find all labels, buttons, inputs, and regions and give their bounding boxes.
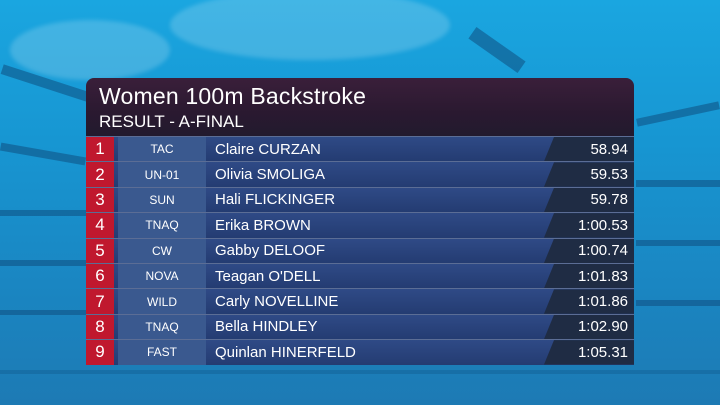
light-reflection: [170, 0, 450, 60]
result-row: 7 WILD Carly NOVELLINE 1:01.86: [86, 288, 634, 314]
time-panel: [544, 289, 634, 314]
swimmer-name: Gabby DELOOF: [215, 242, 326, 260]
finish-time: 1:00.74: [577, 242, 628, 260]
lane-rope: [0, 260, 86, 266]
team-code: FAST: [118, 340, 206, 365]
time-panel: [544, 340, 634, 365]
lane-rope: [636, 180, 720, 187]
lane-rope: [636, 300, 720, 306]
time-panel: [544, 238, 634, 263]
lane-rope: [0, 310, 86, 315]
time-panel: [544, 187, 634, 213]
lane-rope: [636, 101, 720, 127]
result-row: 5 CW Gabby DELOOF 1:00.74: [86, 237, 634, 263]
team-code: UN-01: [118, 162, 206, 187]
result-row: 4 TNAQ Erika BROWN 1:00.53: [86, 212, 634, 238]
event-subtitle: RESULT - A-FINAL: [99, 112, 244, 131]
finish-time: 1:01.86: [577, 293, 628, 311]
swimmer-name: Quinlan HINERFELD: [215, 343, 356, 361]
time-panel: [544, 137, 634, 162]
place-badge: 9: [86, 340, 114, 365]
team-code: TNAQ: [118, 213, 206, 238]
results-header: Women 100m Backstroke RESULT - A-FINAL: [86, 78, 634, 136]
swimmer-name: Hali FLICKINGER: [215, 191, 336, 209]
result-row: 3 SUN Hali FLICKINGER 59.78: [86, 186, 634, 213]
finish-time: 1:02.90: [577, 318, 628, 336]
event-title: Women 100m Backstroke: [99, 83, 367, 109]
swimmer-name: Erika BROWN: [215, 216, 311, 234]
time-panel: [544, 213, 634, 238]
swimmer-name: Carly NOVELLINE: [215, 293, 339, 311]
team-code: NOVA: [118, 263, 206, 289]
finish-time: 1:01.83: [577, 267, 628, 285]
place-badge: 2: [86, 162, 114, 187]
results-list: 1 TAC Claire CURZAN 58.94 2 UN-01 Olivia…: [86, 136, 634, 365]
lane-rope: [0, 210, 86, 216]
result-row: 8 TNAQ Bella HINDLEY 1:02.90: [86, 313, 634, 340]
result-row: 2 UN-01 Olivia SMOLIGA 59.53: [86, 161, 634, 187]
team-code: CW: [118, 238, 206, 263]
lane-rope: [636, 240, 720, 246]
place-badge: 8: [86, 314, 114, 340]
result-row: 6 NOVA Teagan O'DELL 1:01.83: [86, 262, 634, 289]
swimmer-name: Olivia SMOLIGA: [215, 166, 326, 184]
place-badge: 4: [86, 213, 114, 238]
time-panel: [544, 162, 634, 187]
finish-time: 1:00.53: [577, 216, 628, 234]
team-code: TNAQ: [118, 314, 206, 340]
result-row: 9 FAST Quinlan HINERFELD 1:05.31: [86, 339, 634, 365]
lane-rope: [0, 370, 720, 374]
swimmer-name: Claire CURZAN: [215, 140, 321, 158]
lane-rope: [0, 142, 87, 166]
place-badge: 5: [86, 238, 114, 263]
place-badge: 3: [86, 187, 114, 213]
finish-time: 58.94: [590, 140, 628, 158]
finish-time: 1:05.31: [577, 343, 628, 361]
lane-rope: [468, 27, 526, 73]
swimmer-name: Bella HINDLEY: [215, 318, 318, 336]
finish-time: 59.78: [590, 191, 628, 209]
time-panel: [544, 263, 634, 289]
team-code: TAC: [118, 137, 206, 162]
place-badge: 6: [86, 263, 114, 289]
swimmer-name: Teagan O'DELL: [215, 267, 321, 285]
light-reflection: [10, 20, 170, 80]
finish-time: 59.53: [590, 166, 628, 184]
team-code: WILD: [118, 289, 206, 314]
place-badge: 7: [86, 289, 114, 314]
team-code: SUN: [118, 187, 206, 213]
time-panel: [544, 314, 634, 340]
results-board: Women 100m Backstroke RESULT - A-FINAL 1…: [86, 78, 634, 365]
result-row: 1 TAC Claire CURZAN 58.94: [86, 136, 634, 162]
place-badge: 1: [86, 137, 114, 162]
